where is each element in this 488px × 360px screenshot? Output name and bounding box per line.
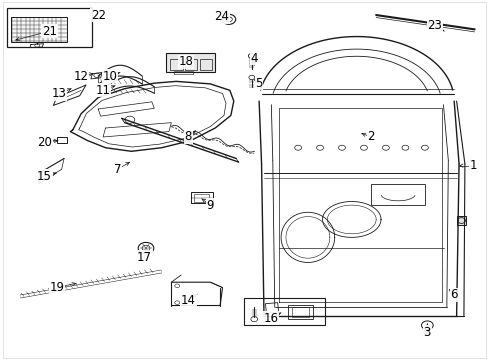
Text: 10: 10 <box>103 69 118 82</box>
Text: 12: 12 <box>74 69 88 82</box>
Text: 17: 17 <box>137 251 152 264</box>
Text: 22: 22 <box>91 9 105 22</box>
Bar <box>244 298 325 325</box>
Bar <box>170 59 182 70</box>
Bar <box>11 17 67 42</box>
Text: 24: 24 <box>214 10 228 23</box>
Text: 4: 4 <box>250 51 258 64</box>
Text: 7: 7 <box>114 163 121 176</box>
Text: 6: 6 <box>449 288 457 301</box>
Bar <box>57 137 67 143</box>
Text: 3: 3 <box>423 326 430 339</box>
Text: 9: 9 <box>206 199 214 212</box>
Text: 15: 15 <box>37 170 52 183</box>
Text: 5: 5 <box>255 77 262 90</box>
Text: 21: 21 <box>42 25 57 38</box>
Text: 14: 14 <box>181 294 196 307</box>
Bar <box>194 194 208 202</box>
Text: 1: 1 <box>469 159 476 172</box>
Bar <box>190 192 212 203</box>
Text: 11: 11 <box>95 84 110 97</box>
Bar <box>166 53 215 72</box>
Text: 2: 2 <box>367 130 374 144</box>
Text: 16: 16 <box>264 311 278 325</box>
Text: 13: 13 <box>52 87 66 100</box>
Text: 20: 20 <box>37 136 52 149</box>
Text: 23: 23 <box>427 19 441 32</box>
Bar <box>370 184 424 205</box>
Bar <box>199 59 211 70</box>
Bar <box>291 307 308 317</box>
Bar <box>173 71 193 74</box>
Bar <box>7 8 92 47</box>
Bar <box>456 216 466 225</box>
Bar <box>184 59 197 70</box>
Text: 18: 18 <box>178 55 193 68</box>
Text: 8: 8 <box>184 130 192 144</box>
Bar <box>288 305 312 319</box>
Text: 19: 19 <box>49 281 64 294</box>
